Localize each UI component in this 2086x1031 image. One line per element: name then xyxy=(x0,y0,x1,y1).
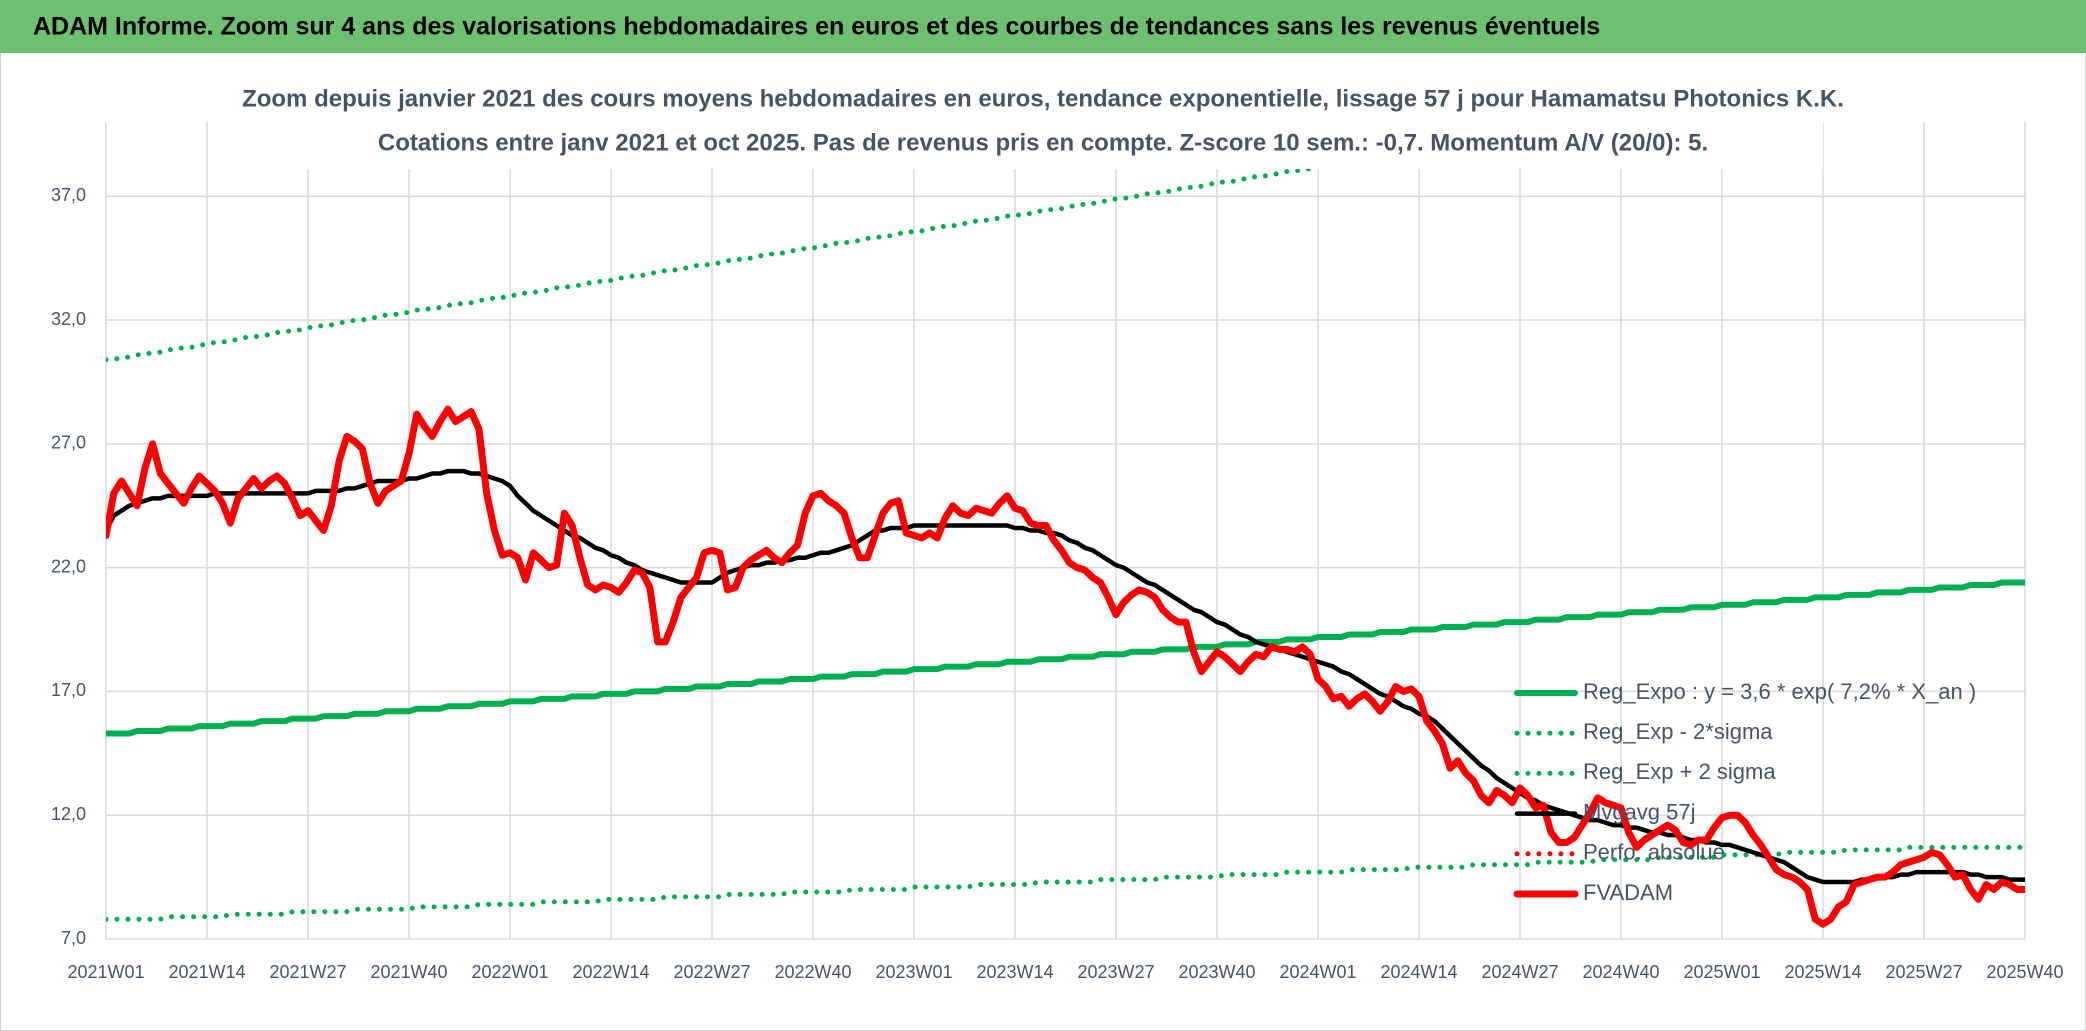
x-tick-label: 2024W40 xyxy=(1582,962,1659,982)
y-tick-label: 32,0 xyxy=(51,309,86,329)
legend-label: FVADAM xyxy=(1583,880,1673,905)
y-tick-label: 17,0 xyxy=(51,680,86,700)
legend-label: Reg_Exp - 2*sigma xyxy=(1583,719,1773,744)
legend: Reg_Expo : y = 3,6 * exp( 7,2% * X_an ) R… xyxy=(1513,679,1976,905)
banner-title: ADAM Informe. Zoom sur 4 ans des valoris… xyxy=(33,13,1600,41)
banner xyxy=(0,0,2086,53)
y-tick-label: 12,0 xyxy=(51,804,86,824)
y-tick-label: 37,0 xyxy=(51,185,86,205)
x-tick-label: 2023W27 xyxy=(1077,962,1154,982)
y-tick-label: 27,0 xyxy=(51,433,86,453)
series-line xyxy=(106,122,1622,363)
legend-label: Perfo. absolue xyxy=(1583,840,1725,865)
chart-subtitle: Cotations entre janv 2021 et oct 2025. P… xyxy=(378,129,1708,156)
x-tick-label: 2023W14 xyxy=(976,962,1053,982)
chart-subtitle: Zoom depuis janvier 2021 des cours moyen… xyxy=(242,85,1844,112)
grid: 7,0 12,0 17,0 22,0 27,0 32,0 37,0 2021W01 2021W1… xyxy=(51,122,2064,982)
legend-label: Mvgavg 57j xyxy=(1583,799,1696,824)
x-tick-label: 2025W27 xyxy=(1885,962,1962,982)
y-tick-label: 22,0 xyxy=(51,556,86,576)
x-tick-label: 2021W01 xyxy=(67,962,144,982)
x-tick-label: 2021W14 xyxy=(168,962,245,982)
x-tick-label: 2024W01 xyxy=(1279,962,1356,982)
x-tick-label: 2024W14 xyxy=(1380,962,1457,982)
x-tick-label: 2022W27 xyxy=(673,962,750,982)
x-tick-label: 2024W27 xyxy=(1481,962,1558,982)
title-box xyxy=(250,76,1823,169)
x-tick-label: 2022W01 xyxy=(471,962,548,982)
x-tick-label: 2022W40 xyxy=(774,962,851,982)
series-line xyxy=(106,579,2025,737)
y-tick-label: 7,0 xyxy=(61,928,86,948)
x-tick-label: 2025W40 xyxy=(1986,962,2063,982)
x-tick-label: 2025W14 xyxy=(1784,962,1861,982)
legend-label: Reg_Expo : y = 3,6 * exp( 7,2% * X_an ) xyxy=(1583,679,1976,704)
x-tick-label: 2021W40 xyxy=(370,962,447,982)
x-tick-label: 2023W01 xyxy=(875,962,952,982)
x-tick-label: 2021W27 xyxy=(269,962,346,982)
x-tick-label: 2023W40 xyxy=(1178,962,1255,982)
x-tick-label: 2022W14 xyxy=(572,962,649,982)
legend-label: Reg_Exp + 2 sigma xyxy=(1583,759,1776,784)
x-tick-label: 2025W01 xyxy=(1683,962,1760,982)
series-line xyxy=(106,405,2025,928)
plot xyxy=(106,122,2025,928)
